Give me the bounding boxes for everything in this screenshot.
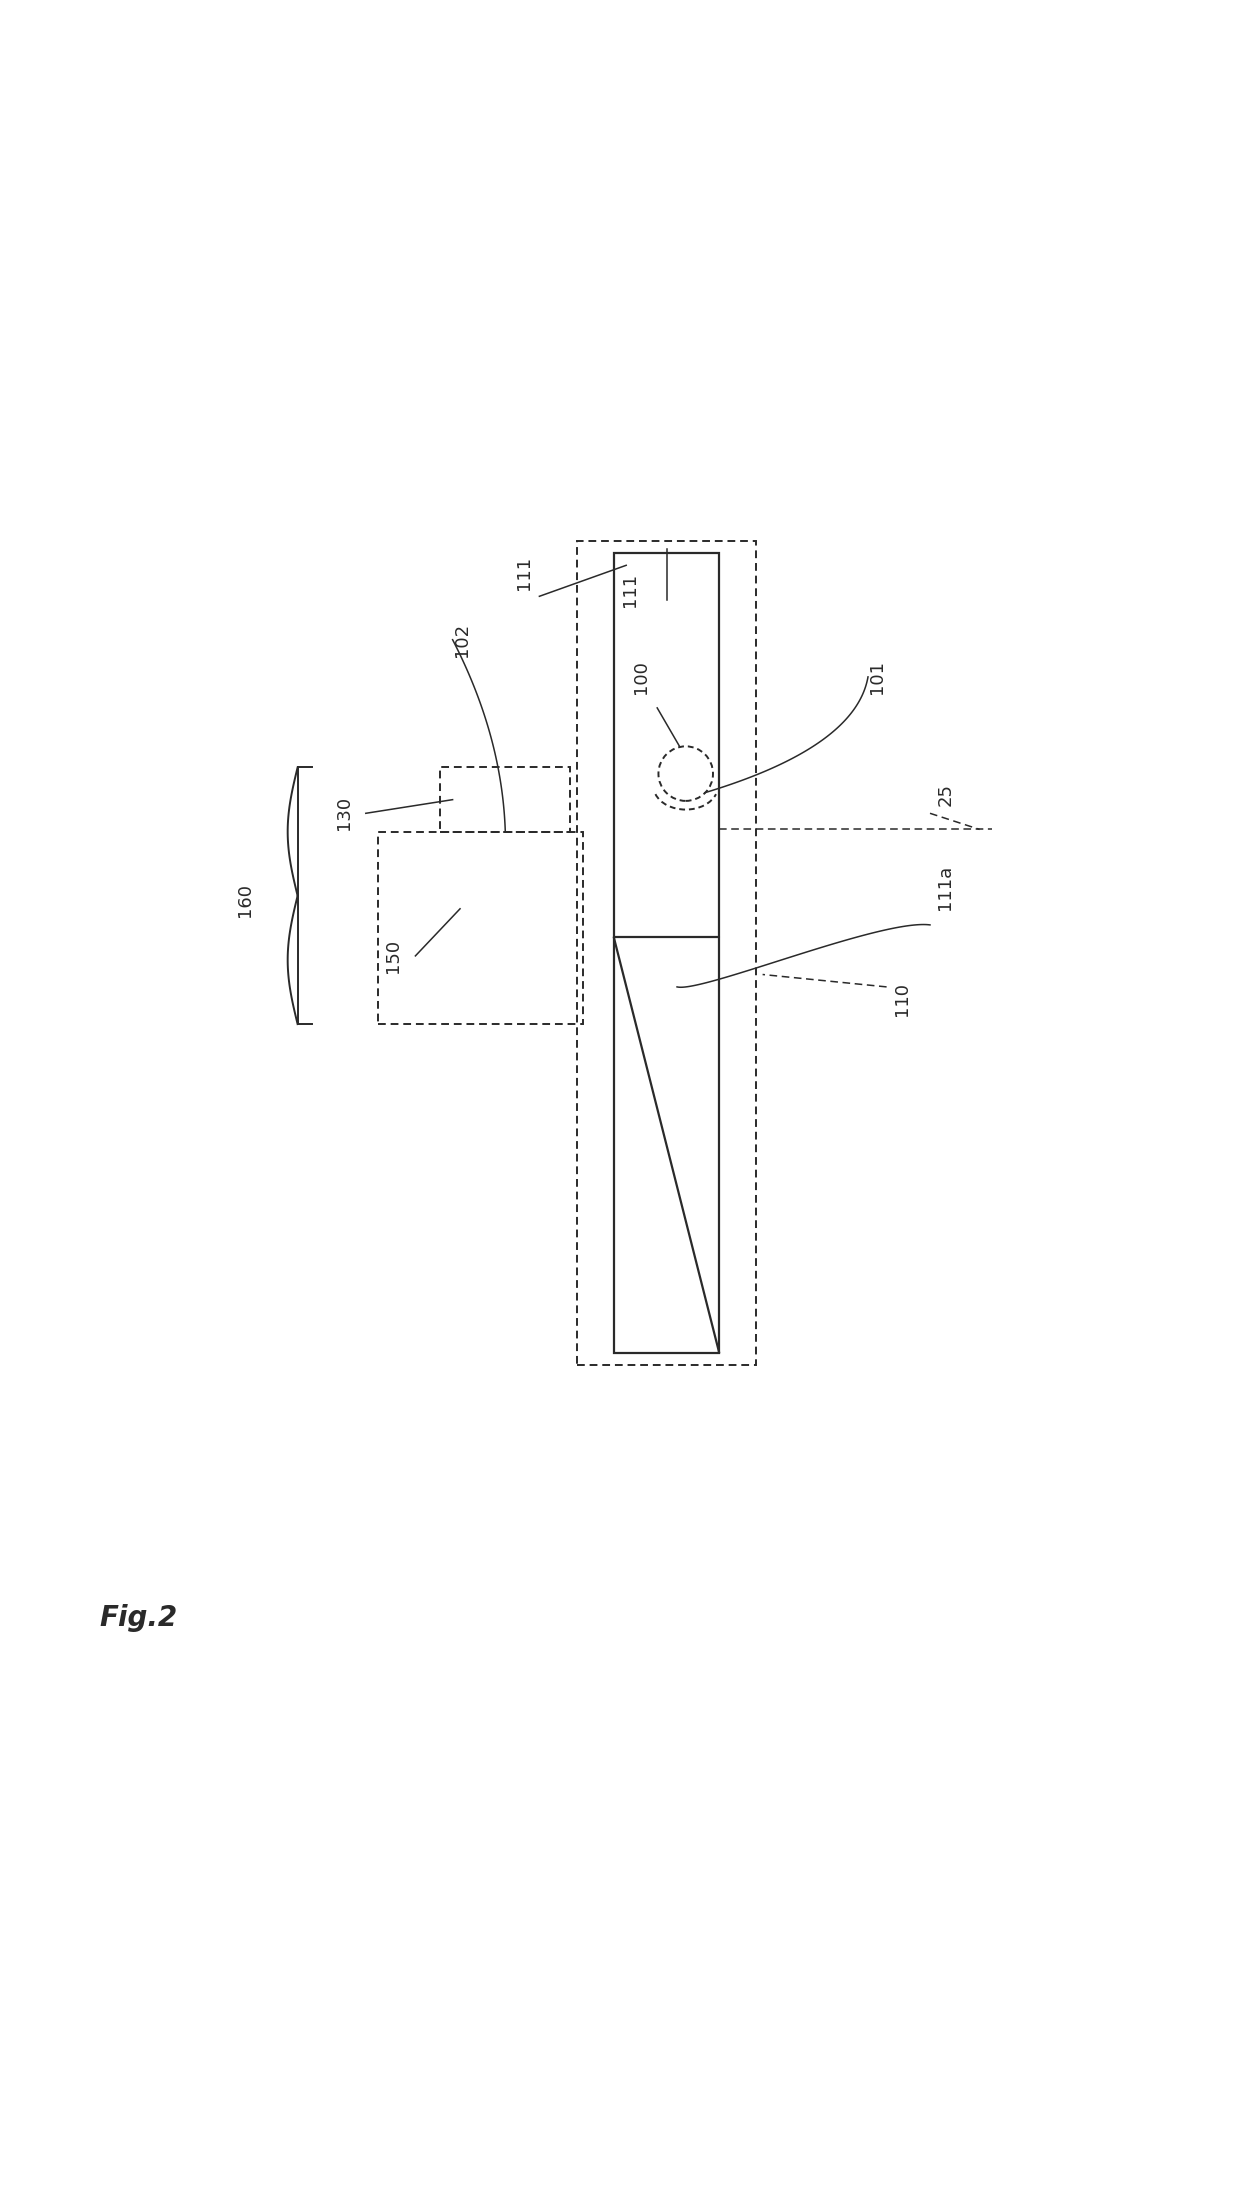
Text: 111: 111 — [620, 573, 639, 606]
Text: 100: 100 — [632, 659, 651, 694]
Text: Fig.2: Fig.2 — [99, 1604, 177, 1632]
Text: 101: 101 — [868, 659, 887, 694]
Text: 150: 150 — [384, 938, 403, 973]
Text: 25: 25 — [936, 782, 955, 806]
Text: 102: 102 — [453, 622, 471, 657]
Text: 110: 110 — [893, 982, 911, 1017]
Text: 111a: 111a — [936, 866, 955, 910]
Text: 111: 111 — [515, 556, 533, 591]
Text: 130: 130 — [335, 795, 353, 830]
Text: 160: 160 — [236, 883, 254, 916]
